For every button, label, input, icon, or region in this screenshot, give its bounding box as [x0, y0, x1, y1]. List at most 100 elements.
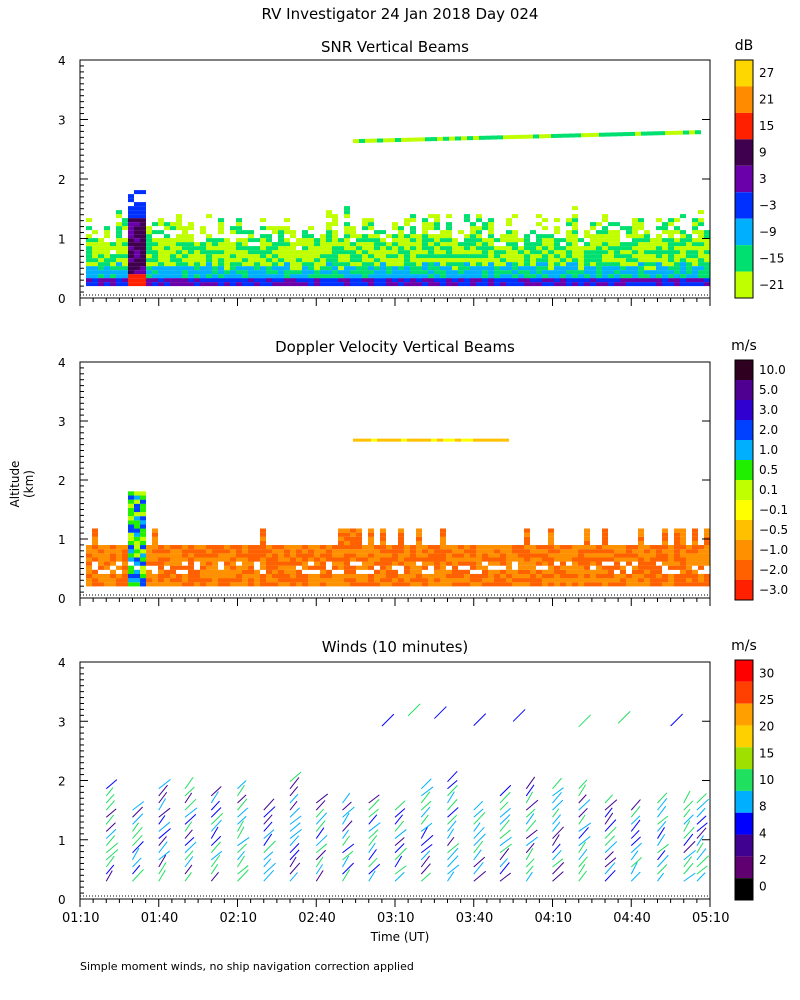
velocity-cell: [524, 536, 530, 541]
snr-cell: [380, 278, 386, 283]
snr-cell: [440, 246, 446, 251]
snr-cell: [446, 230, 452, 235]
snr-upper-cell: [449, 136, 455, 141]
velocity-cell: [416, 532, 422, 537]
snr-cell: [158, 230, 164, 235]
snr-cell: [590, 246, 596, 251]
velocity-cell: [194, 569, 200, 575]
snr-cell: [434, 218, 440, 223]
velocity-cell: [158, 582, 164, 587]
velocity-upper-cell: [395, 438, 401, 442]
velocity-cell: [458, 553, 464, 558]
snr-cell: [608, 254, 614, 259]
snr-cell: [434, 258, 440, 263]
velocity-cell: [392, 549, 398, 554]
snr-upper-cell: [527, 134, 533, 139]
velocity-cell: [470, 582, 476, 587]
velocity-cell: [524, 553, 530, 558]
velocity-cell: [530, 573, 536, 579]
wind-barb: [184, 807, 198, 818]
snr-cell: [620, 274, 626, 279]
velocity-cell: [602, 532, 608, 537]
velocity-cell: [434, 561, 440, 566]
snr-cell: [284, 218, 290, 223]
snr-cell: [230, 250, 236, 255]
snr-cell: [344, 266, 350, 271]
snr-cell: [356, 278, 362, 283]
velocity-cell: [524, 561, 530, 566]
velocity-cell: [110, 561, 116, 566]
wind-barb: [657, 833, 666, 846]
snr-cell: [242, 282, 248, 287]
snr-cell: [128, 262, 134, 267]
velocity-cell: [194, 553, 200, 558]
snr-cell: [356, 254, 362, 259]
velocity-cell: [290, 565, 296, 570]
snr-cell: [218, 254, 224, 259]
snr-cell: [170, 250, 176, 255]
snr-cell: [266, 278, 272, 283]
velocity-cell: [686, 582, 692, 587]
snr-cell: [260, 242, 266, 247]
snr-cell: [86, 234, 92, 239]
velocity-cell: [506, 565, 512, 570]
snr-cell: [494, 274, 500, 279]
velocity-cell: [440, 549, 446, 554]
velocity-cell: [614, 578, 620, 583]
wind-barb: [263, 814, 273, 825]
wind-barb: [578, 822, 592, 832]
wind-barb: [473, 826, 485, 839]
velocity-cell: [584, 578, 590, 583]
snr-cell: [452, 254, 458, 259]
snr-cell: [674, 226, 680, 231]
velocity-cell: [632, 545, 638, 550]
velocity-cell: [692, 578, 698, 583]
velocity-cell: [134, 495, 140, 500]
snr-cell: [524, 262, 530, 267]
snr-cell: [518, 274, 524, 279]
velocity-cell: [692, 561, 698, 566]
snr-cell: [410, 266, 416, 271]
velocity-cell: [662, 545, 668, 550]
wind-barb: [683, 826, 695, 839]
snr-cell: [518, 238, 524, 243]
wind-barb: [289, 822, 301, 832]
snr-cell: [698, 218, 704, 223]
snr-cell: [674, 254, 680, 259]
snr-cell: [230, 242, 236, 247]
snr-cell: [194, 254, 200, 259]
velocity-cell: [344, 549, 350, 554]
velocity-cell: [266, 573, 272, 579]
snr-cell: [284, 278, 290, 283]
snr-cell: [398, 230, 404, 235]
velocity-cell: [584, 532, 590, 537]
snr-cell: [164, 226, 170, 231]
velocity-cell: [284, 573, 290, 579]
velocity-cell: [638, 545, 644, 550]
snr-cell: [86, 274, 92, 279]
velocity-cell: [110, 545, 116, 550]
snr-cell: [650, 238, 656, 243]
velocity-cell: [266, 545, 272, 550]
velocity-cell: [488, 549, 494, 554]
velocity-cell: [506, 561, 512, 566]
colorbar-label: −0.5: [759, 523, 788, 537]
wind-barb: [394, 808, 406, 818]
snr-cell: [344, 250, 350, 255]
snr-cell: [248, 246, 254, 251]
snr-cell: [326, 210, 332, 215]
snr-cell: [500, 274, 506, 279]
wind-barb: [263, 858, 272, 868]
snr-cell: [572, 278, 578, 283]
wind-barb: [158, 815, 166, 825]
velocity-cell: [458, 549, 464, 554]
velocity-cell: [182, 565, 188, 570]
snr-cell: [140, 190, 146, 195]
velocity-cell: [206, 582, 212, 587]
snr-cell: [434, 238, 440, 243]
snr-cell: [326, 254, 332, 259]
wind-barb: [473, 800, 484, 811]
velocity-cell: [296, 549, 302, 554]
snr-cell: [638, 226, 644, 231]
snr-cell: [632, 266, 638, 271]
